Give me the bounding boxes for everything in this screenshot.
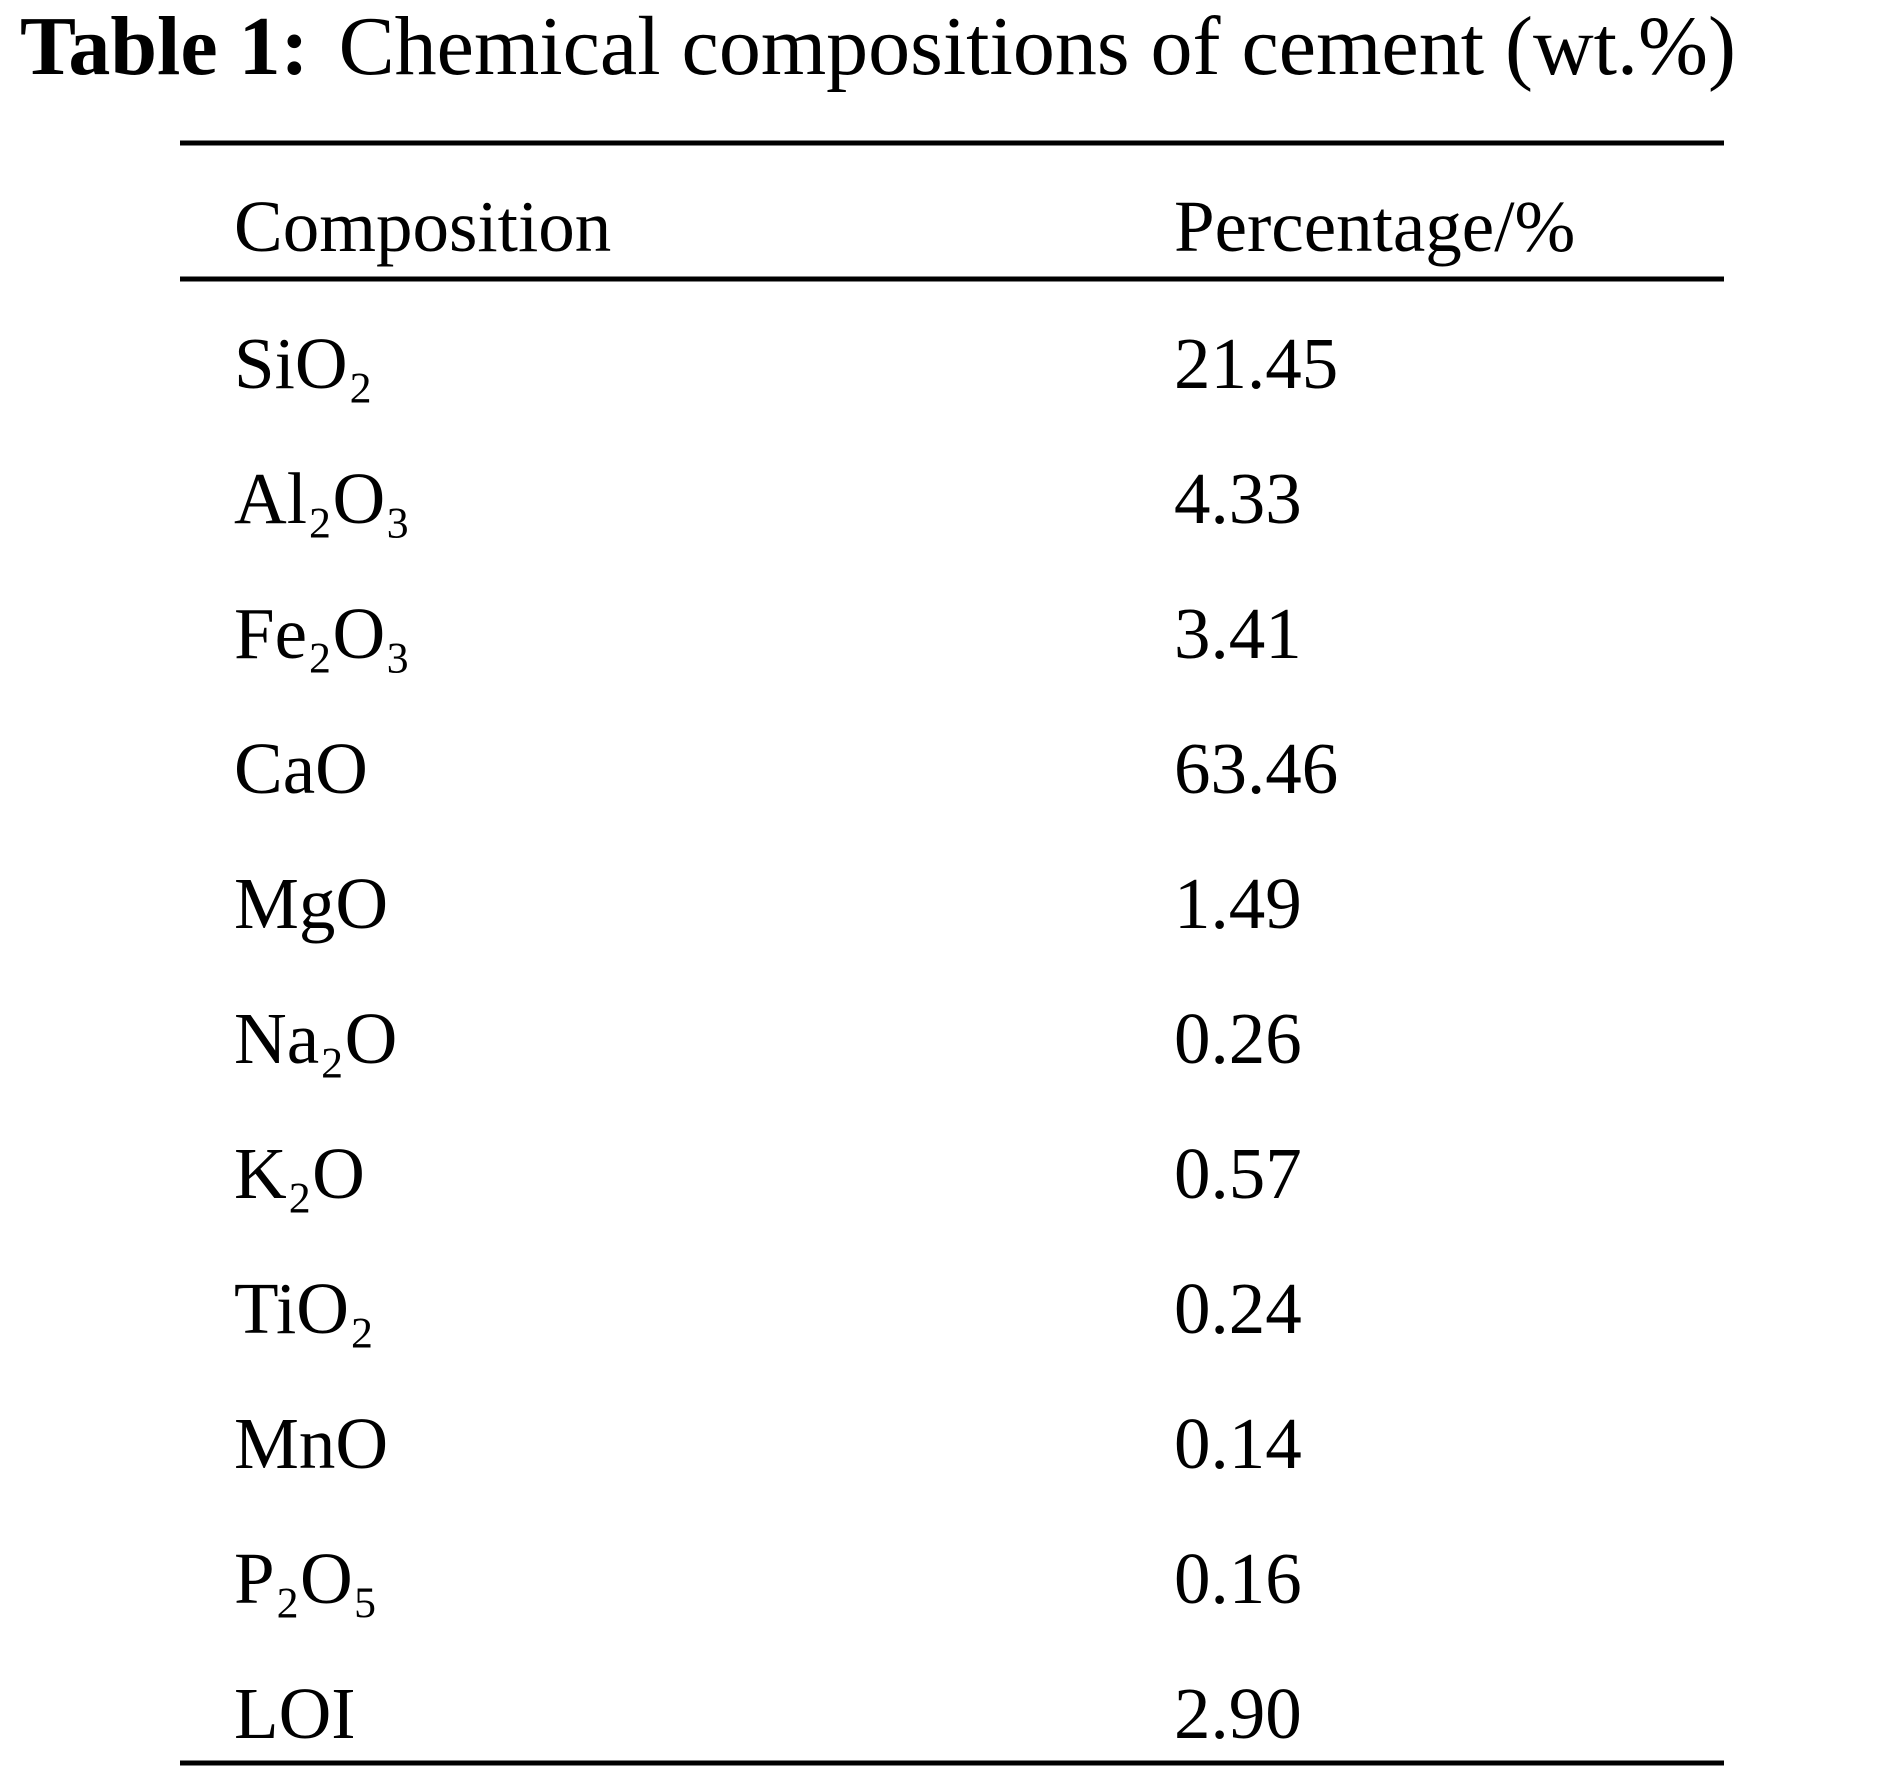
composition-cell: K₂O [234,1133,365,1214]
percentage-cell: 63.46 [1174,728,1338,809]
composition-cell: LOI [234,1673,356,1754]
percentage-cell: 21.45 [1174,323,1338,404]
percentage-cell: 2.90 [1174,1673,1302,1754]
percentage-cell: 1.49 [1174,863,1302,944]
percentage-cell: 0.57 [1174,1133,1302,1214]
composition-cell: Fe₂O₃ [234,593,411,674]
header-cell: Composition [234,186,611,267]
percentage-cell: 0.14 [1174,1403,1302,1484]
composition-cell: P₂O₅ [234,1538,378,1619]
table-body: Composition Percentage/% SiO₂ 21.45 Al₂O₃ 4.3… [234,186,1575,1754]
composition-cell: SiO₂ [234,323,373,404]
composition-cell: TiO₂ [234,1268,374,1349]
percentage-cell: 4.33 [1174,458,1302,539]
composition-cell: MgO [234,863,388,944]
caption: Table 1: Chemical compositions of cement … [20,0,1736,93]
percentage-cell: 0.26 [1174,998,1302,1079]
header-cell: Percentage/% [1174,186,1575,267]
percentage-cell: 0.16 [1174,1538,1302,1619]
composition-cell: CaO [234,728,368,809]
caption-text: Chemical compositions of cement (wt.%) [339,0,1736,93]
composition-cell: MnO [234,1403,388,1484]
percentage-cell: 0.24 [1174,1268,1302,1349]
composition-cell: Al₂O₃ [234,458,411,539]
caption-label: Table 1: [20,0,309,93]
percentage-cell: 3.41 [1174,593,1302,674]
composition-cell: Na₂O [234,998,397,1079]
